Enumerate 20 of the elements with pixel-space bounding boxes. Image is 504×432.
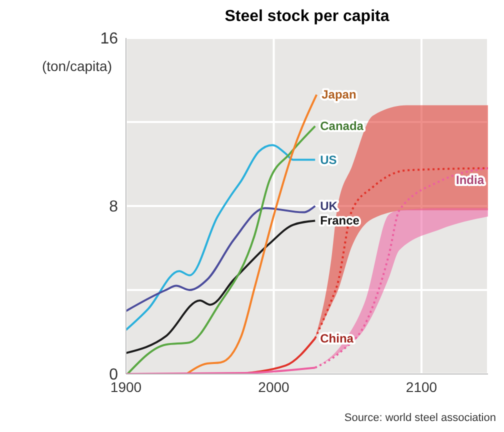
line-series bbox=[126, 220, 316, 354]
line-series bbox=[186, 94, 318, 374]
series-label: India bbox=[456, 173, 484, 188]
source-note: Source: world steel association bbox=[344, 412, 496, 424]
chart-title: Steel stock per capita bbox=[224, 8, 390, 27]
line-series bbox=[126, 144, 316, 331]
y-axis-title: (ton/capita) bbox=[40, 58, 112, 74]
series-label: France bbox=[320, 214, 360, 228]
x-tick-label: 2100 bbox=[406, 378, 438, 395]
series-label: UK bbox=[320, 199, 338, 213]
x-tick-label: 2000 bbox=[258, 378, 290, 395]
y-tick-label: 16 bbox=[100, 30, 118, 48]
y-tick-label: 8 bbox=[109, 198, 118, 216]
x-tick-label: 1900 bbox=[110, 378, 142, 395]
line-series bbox=[126, 125, 316, 374]
series-label: Japan bbox=[322, 88, 356, 102]
series-label: US bbox=[320, 152, 337, 167]
line-series bbox=[126, 205, 316, 312]
series-label: China bbox=[320, 331, 354, 346]
series-label: Canada bbox=[320, 119, 364, 134]
